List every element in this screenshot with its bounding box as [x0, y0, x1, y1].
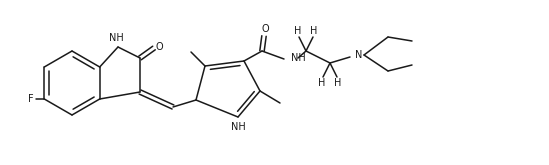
- Text: H: H: [310, 26, 318, 36]
- Text: H: H: [334, 78, 341, 88]
- Text: F: F: [29, 94, 34, 104]
- Text: N: N: [355, 50, 362, 60]
- Text: O: O: [261, 24, 269, 34]
- Text: H: H: [318, 78, 326, 88]
- Text: H: H: [294, 26, 302, 36]
- Text: NH: NH: [109, 33, 124, 43]
- Text: NH: NH: [291, 53, 306, 63]
- Text: O: O: [155, 42, 163, 52]
- Text: NH: NH: [231, 122, 245, 132]
